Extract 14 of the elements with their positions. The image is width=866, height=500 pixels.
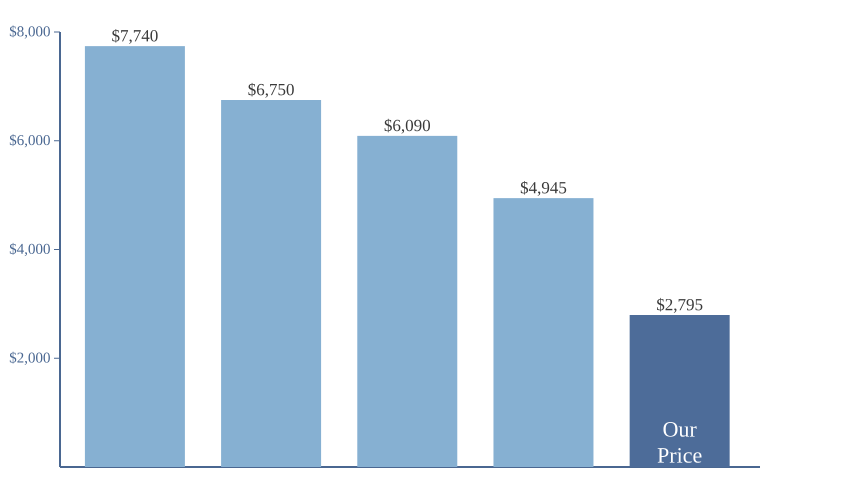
y-tick-label: $2,000 <box>10 352 50 365</box>
bar <box>221 100 322 467</box>
y-tick-label: $8,000 <box>10 25 50 39</box>
y-tick-label: $4,000 <box>10 242 50 256</box>
bar <box>84 46 185 467</box>
data-label: $2,795 <box>657 298 702 313</box>
bar <box>493 198 594 467</box>
data-label: $4,945 <box>520 180 566 196</box>
data-label: $6,090 <box>384 118 430 134</box>
bar <box>357 136 458 467</box>
x-tick-label: Our Price <box>658 422 702 463</box>
data-label: $7,740 <box>112 29 158 44</box>
y-tick-label: $6,000 <box>10 134 50 148</box>
data-label: $6,750 <box>248 82 294 98</box>
